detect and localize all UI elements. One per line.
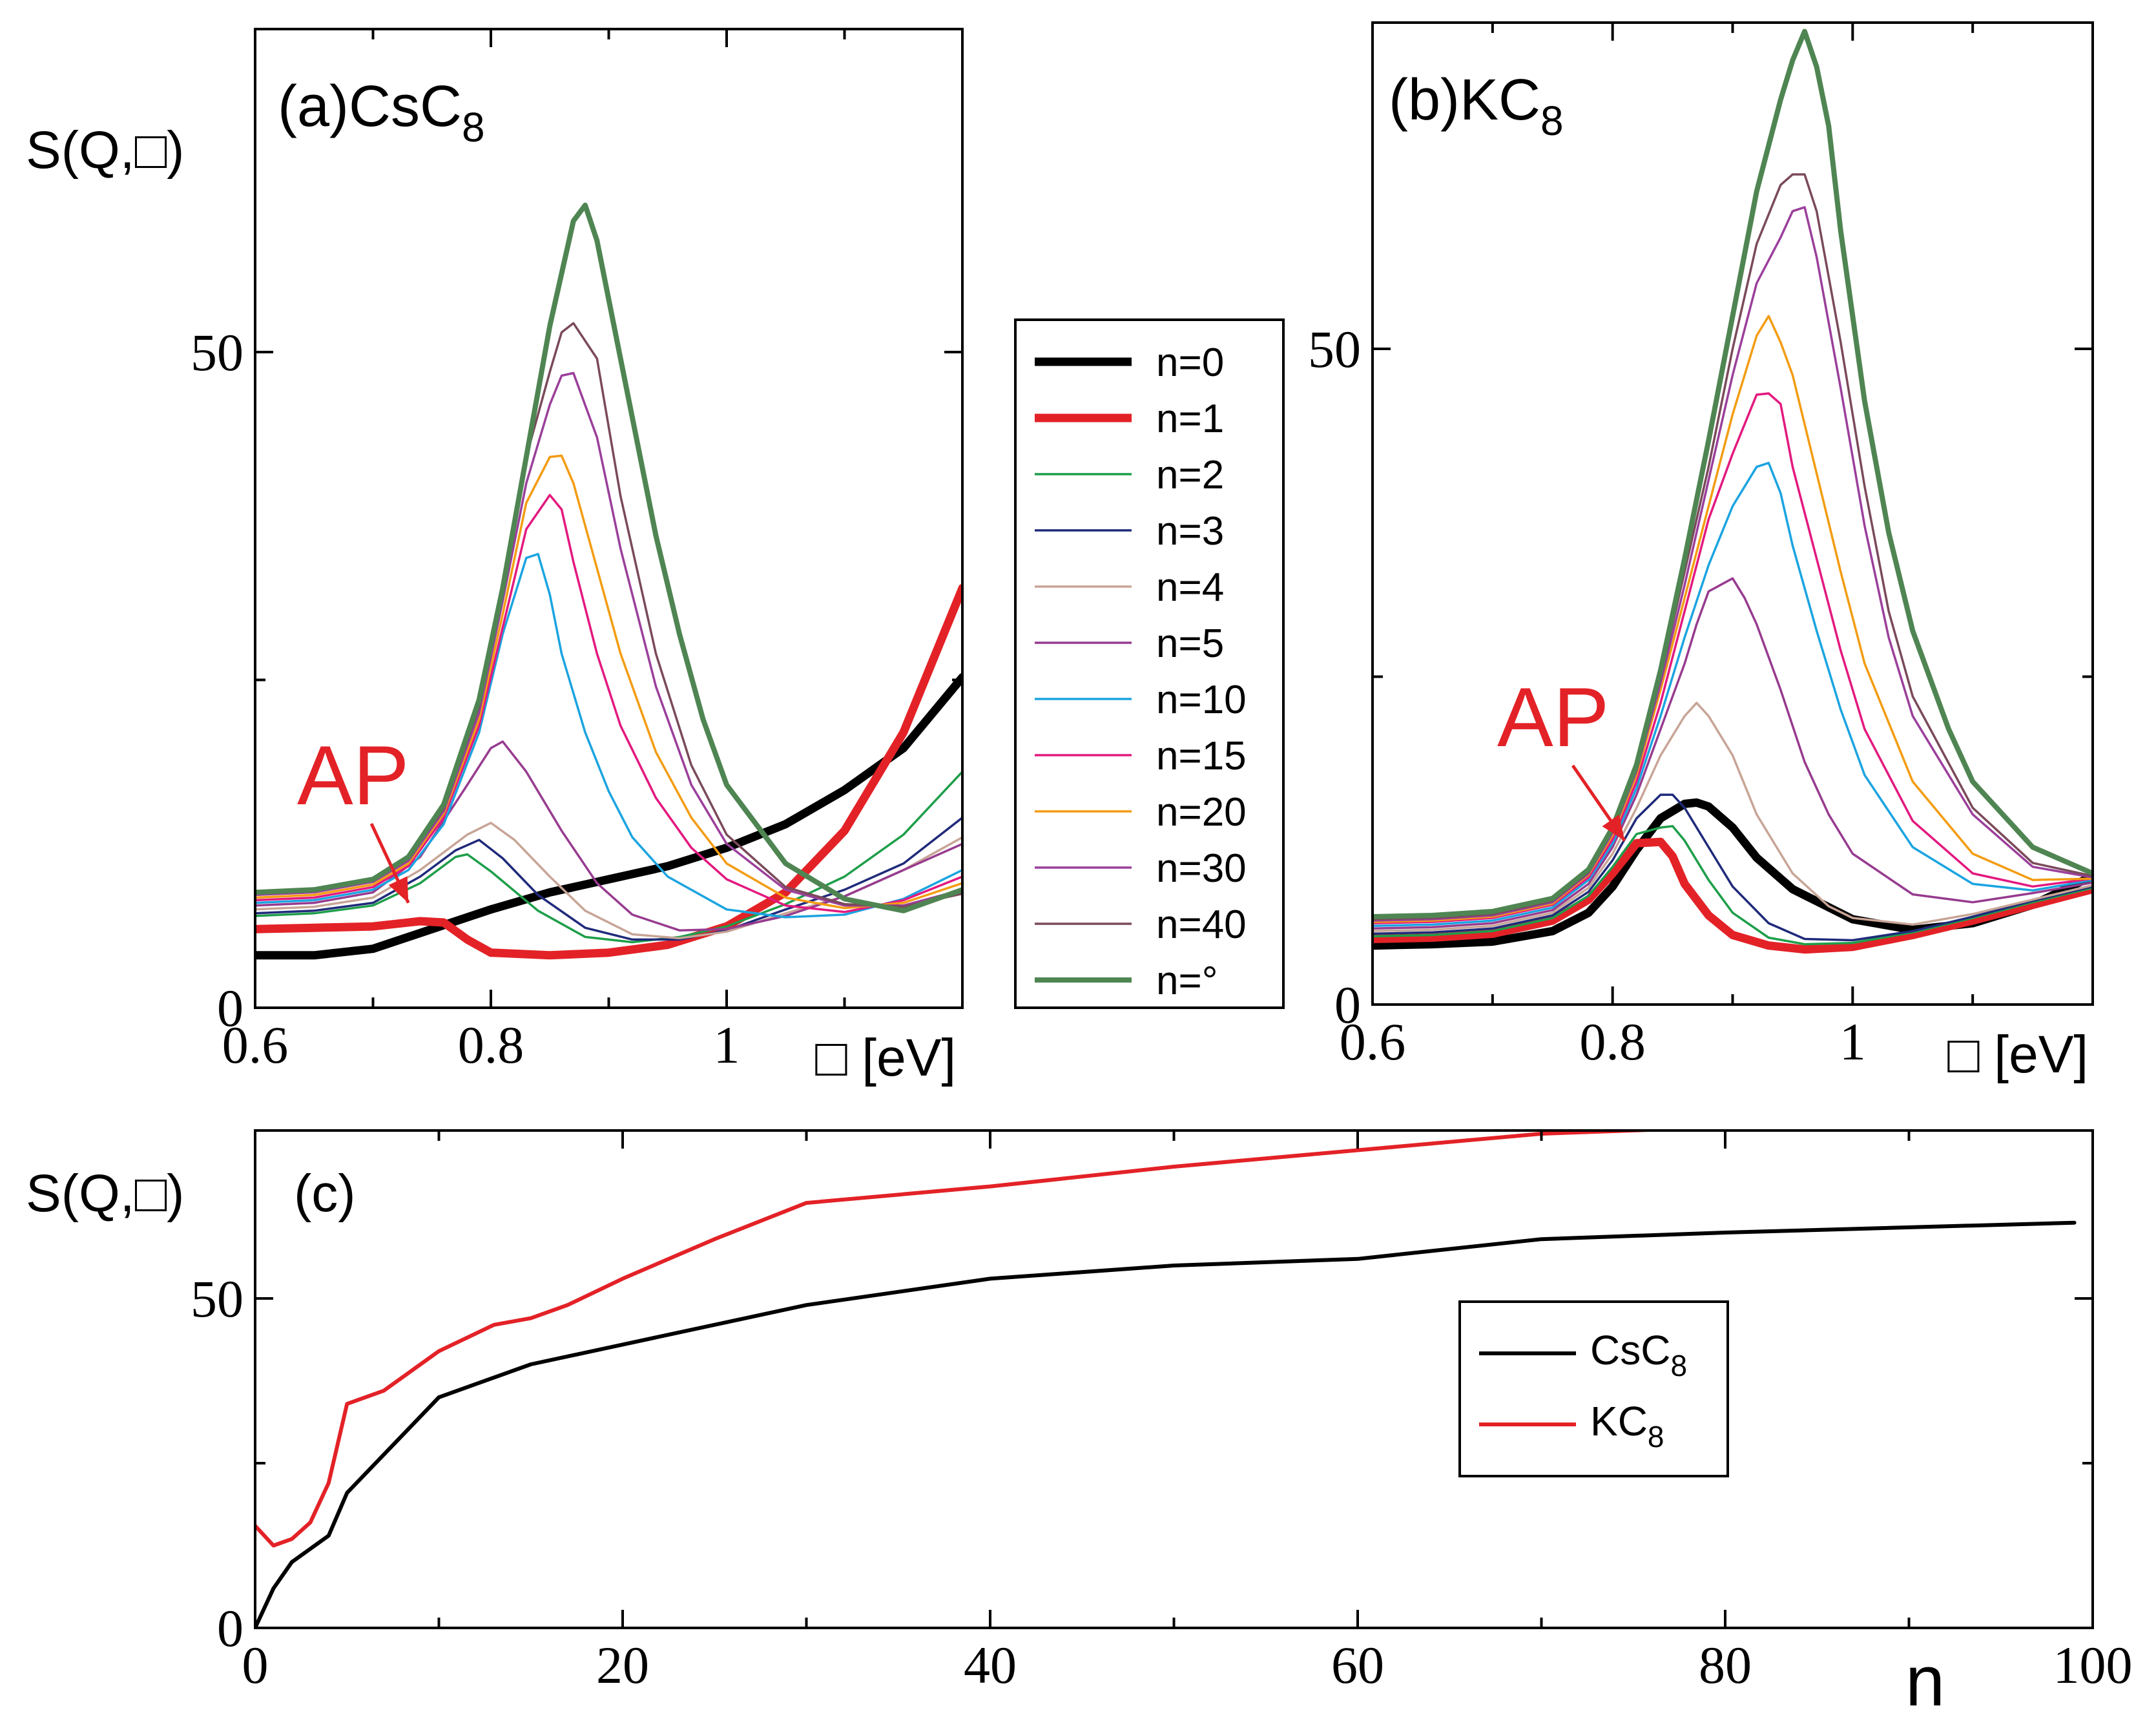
panel-b-xtick-label: 1 xyxy=(1840,1012,1866,1071)
panel-b-arrow-head xyxy=(1602,814,1625,841)
panel-a-series-n-2 xyxy=(255,770,962,944)
legend-ab-label-n-4: n=4 xyxy=(1156,565,1224,610)
panel-c-ytick-label: 50 xyxy=(191,1269,244,1328)
panel-a-ytick-label: 0 xyxy=(217,979,244,1037)
panel-c-xtick-label: 40 xyxy=(964,1636,1017,1694)
panel-a-series-n-15 xyxy=(255,494,962,913)
legend-ab-label-n-10: n=10 xyxy=(1156,678,1247,722)
panel-b-ytick-label: 0 xyxy=(1334,975,1361,1034)
panel-a-ytick-label: 50 xyxy=(191,323,244,382)
panel-a-xlabel: □ [eV] xyxy=(815,1028,956,1087)
panel-b-annotation-ap: AP xyxy=(1497,670,1609,764)
panel-b-series-n-10 xyxy=(1373,461,2093,927)
panel-c-frame xyxy=(254,1129,2094,1629)
panel-a-annotation-ap: AP xyxy=(297,728,409,822)
panel-a-series-n-0 xyxy=(255,672,962,960)
panel-c-xtick-label: 80 xyxy=(1699,1636,1752,1694)
legend-ab-label-n-20: n=20 xyxy=(1156,790,1247,835)
panel-b-xtick-label: 0.6 xyxy=(1340,1012,1406,1071)
panel-c-xtick-label: 20 xyxy=(596,1636,649,1694)
panel-c: 0 20 40 60 80 100 0 50 (c) S(Q,□) n CsC8 KC8 xyxy=(26,1129,2133,1719)
legend-ab-frame xyxy=(1014,318,1285,1009)
panel-a-ticks: 0.6 0.8 1 0 50 xyxy=(191,29,962,1074)
panel-a-label: (a)CsC8 xyxy=(278,74,485,151)
panel-c-series-csc8 xyxy=(255,1220,2077,1628)
panel-a-series-n xyxy=(255,202,962,913)
panel-b-series-n-3 xyxy=(1373,793,2093,942)
panel-b-series xyxy=(1373,28,2093,954)
panel-b-ticks: 0.6 0.8 1 0 50 xyxy=(1308,23,2093,1071)
legend-c-frame xyxy=(1458,1300,1729,1477)
panel-c-series-kc8 xyxy=(255,1130,1686,1548)
panel-c-ticks: 0 20 40 60 80 100 0 50 xyxy=(191,1130,2133,1694)
panel-a-frame xyxy=(254,28,964,1009)
panel-a-xtick-label: 0.6 xyxy=(222,1016,289,1074)
panel-b-series-n-0 xyxy=(1373,798,2093,950)
panel-b-frame xyxy=(1371,21,2094,1006)
panel-a: 0.6 0.8 1 0 50 (a)CsC8 S(Q,□) □ [eV] AP xyxy=(26,28,964,1087)
legend-ab-label-n-5: n=5 xyxy=(1156,621,1224,666)
panel-a-series xyxy=(255,202,962,960)
panel-c-ylabel: S(Q,□) xyxy=(26,1164,184,1223)
panel-a-xtick-label: 0.8 xyxy=(458,1016,524,1074)
panel-b-xlabel: □ [eV] xyxy=(1947,1025,2088,1084)
legend-ab: n=0 n=1 n=2 n=3 n=4 n=5 n=10 n=15 n=20 n=30 n=40 n=… xyxy=(1014,318,1285,1009)
panel-b-xtick-label: 0.8 xyxy=(1579,1012,1646,1071)
legend-ab-label-n-3: n=3 xyxy=(1156,509,1224,554)
panel-c-label: (c) xyxy=(294,1164,356,1223)
panel-a-series-n-10 xyxy=(255,552,962,919)
panel-a-ylabel: S(Q,□) xyxy=(26,121,184,180)
panel-b: 0.6 0.8 1 0 50 (b)KC8 □ [eV] AP xyxy=(1308,21,2094,1084)
legend-ab-items: n=0 n=1 n=2 n=3 n=4 n=5 n=10 n=15 n=20 n=30 n=40 n=… xyxy=(1035,340,1247,1003)
legend-ab-label-n-15: n=15 xyxy=(1156,734,1247,778)
legend-ab-label-n-2: n=2 xyxy=(1156,453,1224,497)
legend-ab-label-n-1: n=1 xyxy=(1156,397,1224,441)
panel-b-series-n-15 xyxy=(1373,392,2093,924)
panel-b-series-n-1 xyxy=(1373,837,2093,954)
legend-ab-label-n-0: n=0 xyxy=(1156,340,1224,385)
panel-a-series-n-20 xyxy=(255,454,962,910)
panel-c-xtick-label: 60 xyxy=(1331,1636,1384,1694)
legend-ab-label-n: n=° xyxy=(1156,959,1218,1003)
panel-b-series-n-2 xyxy=(1373,825,2093,946)
panel-c-xtick-label: 100 xyxy=(2053,1636,2133,1694)
panel-b-label: (b)KC8 xyxy=(1389,68,1564,144)
legend-ab-label-n-40: n=40 xyxy=(1156,902,1247,947)
panel-b-series-n xyxy=(1373,28,2093,919)
panel-c-series xyxy=(255,1130,2077,1628)
legend-c-label-kc8: KC8 xyxy=(1590,1398,1664,1453)
legend-c-label-csc8: CsC8 xyxy=(1590,1327,1687,1382)
legend-ab-label-n-30: n=30 xyxy=(1156,846,1247,891)
panel-a-annotation-arrow xyxy=(369,822,410,904)
panel-a-arrow-head xyxy=(388,876,409,903)
panel-b-series-n-4 xyxy=(1373,702,2093,933)
panel-b-series-n-5 xyxy=(1373,577,2093,930)
panel-c-xlabel: n xyxy=(1905,1641,1945,1719)
panel-b-annotation-arrow xyxy=(1571,764,1626,842)
panel-c-xtick-label: 0 xyxy=(242,1636,269,1694)
panel-b-ytick-label: 50 xyxy=(1308,320,1361,379)
panel-a-xtick-label: 1 xyxy=(714,1016,740,1074)
panel-c-ytick-label: 0 xyxy=(217,1599,244,1658)
panel-a-series-n-1 xyxy=(255,583,962,960)
